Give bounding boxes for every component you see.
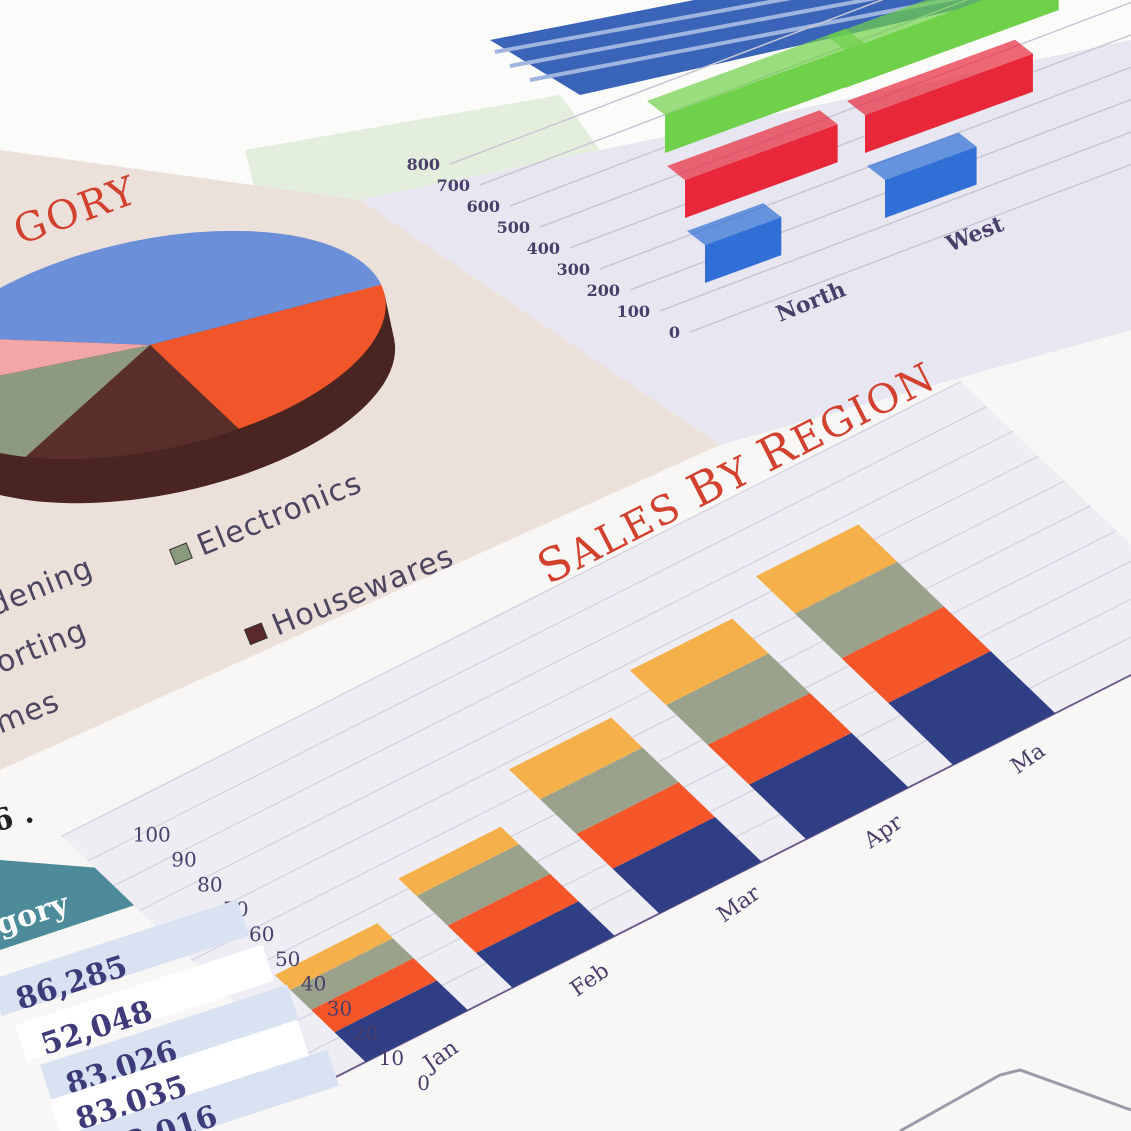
table-row bbox=[50, 1019, 310, 1131]
bar3d-tick-label: 500 bbox=[497, 218, 530, 237]
stacked-bar-segment bbox=[756, 524, 898, 614]
stacked-gridline bbox=[190, 505, 1091, 961]
stacked-bar-segment bbox=[540, 747, 679, 835]
stacked-bar-segment bbox=[666, 653, 811, 745]
stacked-bar-chart: 0102030405060708090100JanFebMarAprMa bbox=[61, 381, 1131, 1095]
bar3d-gridline bbox=[689, 163, 1131, 333]
stacked-bar-segment bbox=[311, 958, 437, 1033]
pie-slice bbox=[25, 345, 239, 460]
bar3d-tick-label: 700 bbox=[437, 176, 470, 195]
bar3d-bar bbox=[885, 146, 977, 218]
bar3d-gridline bbox=[569, 34, 1131, 249]
stacked-bar-segment bbox=[888, 651, 1056, 765]
stacked-bar-segment bbox=[841, 606, 991, 703]
stacked-bar-segment bbox=[476, 901, 615, 988]
stacked-bar-segment bbox=[707, 693, 852, 785]
bar3d-tick-label: 800 bbox=[407, 155, 440, 174]
legend-swatch bbox=[168, 542, 193, 566]
table-row bbox=[40, 984, 300, 1102]
stacked-x-axis bbox=[320, 629, 1131, 1086]
stacked-tick-label: 40 bbox=[301, 972, 326, 996]
table-header bbox=[0, 860, 135, 950]
bar3d-tick-label: 400 bbox=[527, 239, 560, 258]
stacked-gridline bbox=[216, 530, 1117, 986]
stacked-tick-label: 10 bbox=[379, 1046, 404, 1070]
stacked-bar-segment bbox=[629, 618, 769, 706]
bar3d-gridline bbox=[539, 1, 1131, 228]
bar3d-tick-label: 300 bbox=[557, 260, 590, 279]
legend-swatch bbox=[243, 622, 268, 646]
bar3d-bar-top bbox=[687, 203, 782, 245]
stacked-tick-label: 90 bbox=[171, 847, 196, 871]
stacked-tick-label: 0 bbox=[417, 1071, 430, 1095]
stacked-gridline bbox=[165, 480, 1066, 936]
stacked-gridline bbox=[113, 430, 1014, 887]
pie-slice bbox=[0, 345, 150, 457]
stacked-gridline bbox=[294, 604, 1131, 1061]
stacked-gridline bbox=[242, 554, 1131, 1011]
stacked-gridline bbox=[268, 579, 1131, 1036]
stacked-tick-label: 60 bbox=[249, 922, 274, 946]
table-row bbox=[0, 899, 250, 1017]
stacked-bar-segment bbox=[576, 782, 715, 869]
stacked-tick-label: 50 bbox=[275, 947, 300, 971]
line-chart-fragment bbox=[899, 1068, 1131, 1131]
table-row bbox=[15, 944, 275, 1062]
pie-slice bbox=[0, 230, 382, 345]
stacked-tick-label: 20 bbox=[353, 1021, 378, 1045]
stacked-gridline bbox=[87, 405, 988, 862]
bar3d-bar-top bbox=[647, 28, 864, 116]
table-row bbox=[80, 1049, 340, 1131]
bar3d-bar-top bbox=[867, 132, 977, 180]
bar3d-bar-top bbox=[667, 110, 838, 180]
stacked-tick-label: 80 bbox=[197, 872, 222, 896]
bar3d-bar bbox=[685, 124, 838, 218]
green-table bbox=[245, 95, 600, 210]
bar3d-bar-top bbox=[847, 39, 1033, 115]
bar3d-gridline bbox=[659, 131, 1131, 312]
bar3d-bar-top bbox=[827, 0, 982, 50]
stacked-gridline bbox=[139, 455, 1040, 912]
pie-slice bbox=[150, 284, 386, 429]
stacked-bar-segment bbox=[447, 873, 579, 953]
stacked-bar-segment bbox=[398, 826, 519, 896]
pie-slice bbox=[0, 336, 150, 393]
stacked-bar-segment bbox=[749, 732, 909, 840]
bar3d-tick-label: 600 bbox=[467, 197, 500, 216]
bar3d-bar bbox=[665, 42, 864, 154]
bar3d-bar bbox=[865, 53, 1033, 153]
bar3d-tick-label: 200 bbox=[587, 281, 620, 300]
bar3d-gridline bbox=[449, 0, 884, 165]
stacked-gridline bbox=[61, 381, 962, 837]
pie-chart bbox=[0, 230, 396, 504]
stacked-bar-segment bbox=[274, 923, 393, 990]
stacked-bar-segment bbox=[416, 844, 551, 926]
stacked-bar-segment bbox=[290, 938, 414, 1010]
bar3d-tick-label: 100 bbox=[617, 302, 650, 321]
bar3d-tick-label: 0 bbox=[669, 323, 680, 342]
stacked-bar-segment bbox=[612, 817, 762, 914]
bar3d-gridline bbox=[599, 66, 1131, 270]
stacked-tick-label: 100 bbox=[133, 823, 171, 847]
bar3d-bar bbox=[705, 217, 782, 283]
stacked-tick-label: 30 bbox=[327, 996, 352, 1020]
bar3d-bar bbox=[845, 0, 1059, 88]
stacked-bar-segment bbox=[794, 561, 944, 659]
stacked-bar-segment bbox=[508, 717, 643, 800]
stacked-bar-segment bbox=[334, 980, 468, 1062]
